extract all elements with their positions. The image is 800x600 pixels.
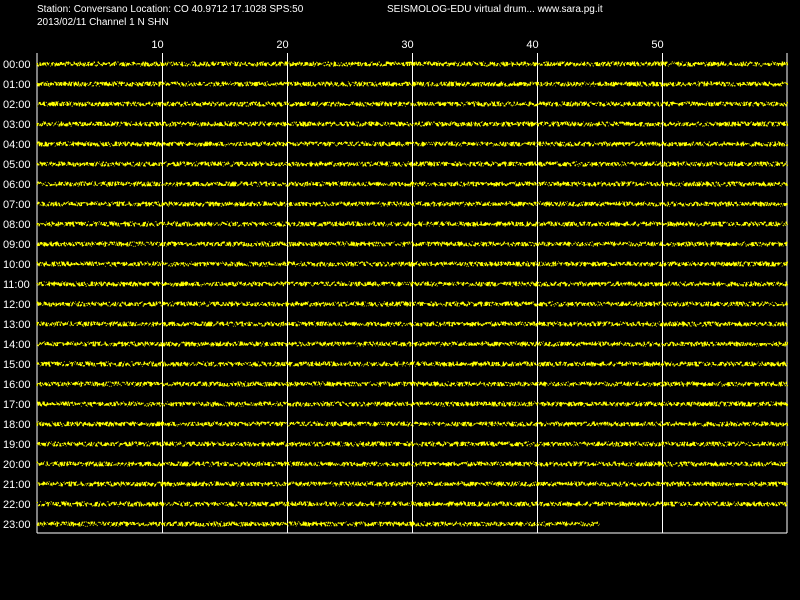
trace-row-1800 [36, 420, 789, 428]
trace-row-2100 [36, 480, 789, 488]
row-time-label: 23:00 [3, 519, 31, 531]
row-time-label: 06:00 [3, 179, 31, 191]
row-time-label: 08:00 [3, 219, 31, 231]
trace-row-0800 [36, 220, 789, 228]
trace-row-0700 [36, 200, 789, 208]
row-time-label: 10:00 [3, 259, 31, 271]
trace-row-1100 [36, 280, 789, 288]
row-time-label: 04:00 [3, 139, 31, 151]
trace-row-0000 [36, 60, 789, 68]
trace-row-2000 [36, 460, 789, 467]
date-channel-info: 2013/02/11 Channel 1 N SHN [37, 17, 169, 28]
x-tick-label: 50 [651, 39, 663, 51]
trace-row-0100 [36, 80, 789, 88]
row-time-label: 01:00 [3, 79, 31, 91]
trace-row-2200 [36, 500, 788, 508]
row-time-label: 03:00 [3, 119, 31, 131]
row-time-label: 05:00 [3, 159, 31, 171]
row-time-label: 15:00 [3, 359, 31, 371]
trace-row-0500 [36, 160, 789, 168]
trace-row-0600 [36, 180, 789, 187]
row-time-label: 14:00 [3, 339, 31, 351]
trace-row-1500 [36, 360, 788, 368]
row-time-label: 00:00 [3, 59, 31, 71]
row-time-label: 02:00 [3, 99, 31, 111]
row-time-label: 21:00 [3, 479, 31, 491]
trace-row-0300 [36, 120, 789, 128]
row-time-label: 20:00 [3, 459, 31, 471]
x-tick-label: 10 [151, 39, 163, 51]
trace-row-1300 [36, 320, 788, 327]
row-time-label: 17:00 [3, 399, 31, 411]
row-time-label: 11:00 [3, 279, 30, 291]
row-time-label: 12:00 [3, 299, 31, 311]
trace-row-1400 [36, 340, 789, 348]
x-tick-label: 40 [526, 39, 538, 51]
row-time-label: 22:00 [3, 499, 31, 511]
trace-row-0400 [36, 140, 789, 148]
row-time-label: 18:00 [3, 419, 31, 431]
trace-row-1700 [36, 400, 789, 408]
row-time-label: 16:00 [3, 379, 31, 391]
trace-row-0900 [36, 240, 788, 248]
trace-row-1600 [36, 380, 789, 388]
trace-row-1000 [36, 260, 789, 268]
row-time-label: 19:00 [3, 439, 31, 451]
trace-row-2300 [36, 520, 600, 528]
x-tick-label: 20 [276, 39, 288, 51]
row-time-label: 09:00 [3, 239, 31, 251]
trace-row-0200 [37, 100, 789, 108]
trace-row-1900 [36, 440, 789, 448]
station-info: Station: Conversano Location: CO 40.9712… [37, 4, 304, 15]
trace-row-1200 [36, 300, 789, 308]
row-time-label: 13:00 [3, 319, 31, 331]
product-info: SEISMOLOG-EDU virtual drum... www.sara.p… [387, 4, 603, 15]
row-time-label: 07:00 [3, 199, 31, 211]
x-tick-label: 30 [401, 39, 413, 51]
